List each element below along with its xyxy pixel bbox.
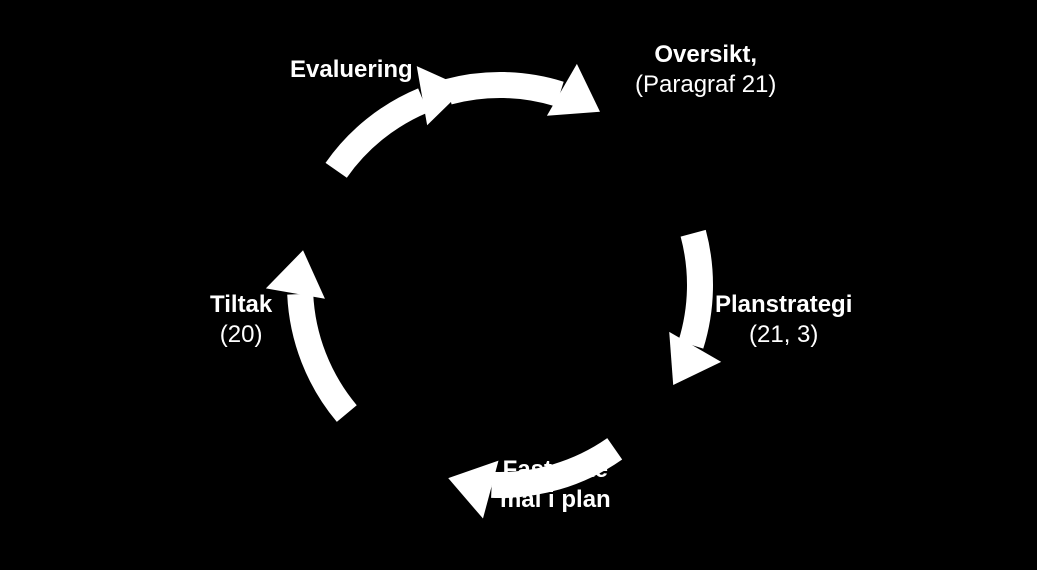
node-evaluering: Evaluering — [290, 55, 413, 85]
node-fastsette: Fastsette mål i plan — [500, 455, 611, 515]
node-planstrategi: Planstrategi (21, 3) — [715, 290, 852, 350]
node-fastsette-line1: Fastsette — [500, 455, 611, 485]
arrow-head-3 — [266, 250, 325, 299]
node-tiltak-line2: (20) — [210, 320, 272, 350]
node-fastsette-line2: mål i plan — [500, 485, 611, 515]
cycle-diagram: Oversikt, (Paragraf 21) Planstrategi (21… — [0, 0, 1037, 570]
node-oversikt-line2: (Paragraf 21) — [635, 70, 776, 100]
node-oversikt: Oversikt, (Paragraf 21) — [635, 40, 776, 100]
node-tiltak-line1: Tiltak — [210, 290, 272, 320]
arrow-shaft-0 — [448, 85, 560, 94]
node-tiltak: Tiltak (20) — [210, 290, 272, 350]
arrow-shaft-4 — [336, 100, 423, 170]
node-planstrategi-line1: Planstrategi — [715, 290, 852, 320]
node-planstrategi-line2: (21, 3) — [715, 320, 852, 350]
arrow-shaft-3 — [300, 294, 347, 413]
node-evaluering-line1: Evaluering — [290, 55, 413, 85]
node-oversikt-line1: Oversikt, — [635, 40, 776, 70]
arrow-shaft-1 — [691, 233, 700, 345]
arrow-head-2 — [448, 461, 498, 519]
